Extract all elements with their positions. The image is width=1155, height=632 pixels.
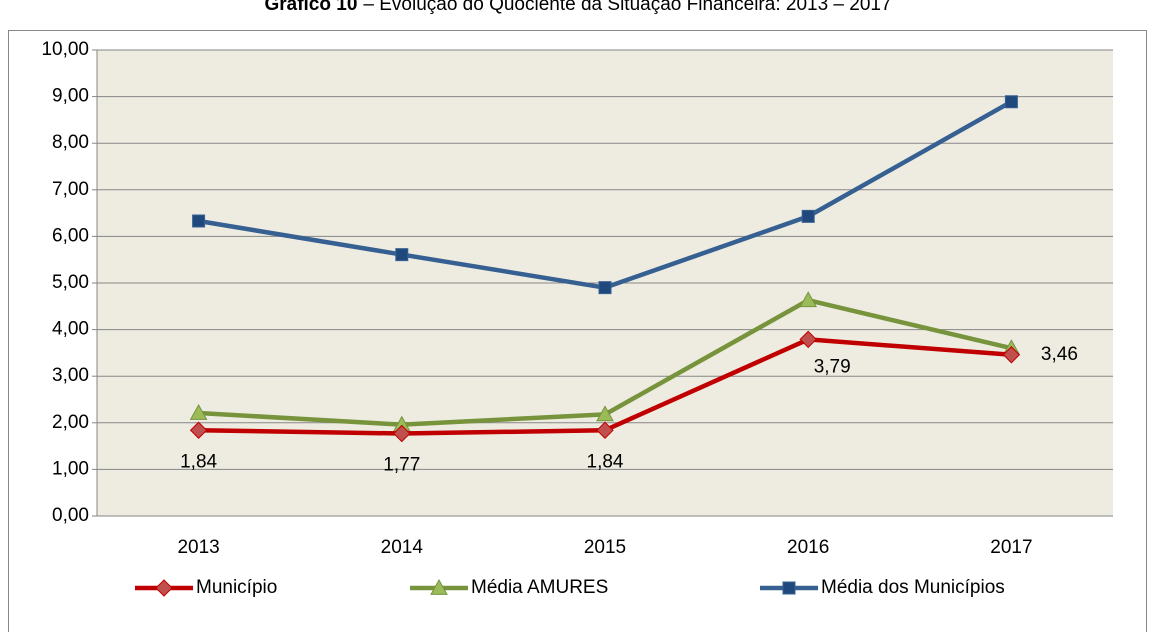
x-tick-label: 2015 bbox=[584, 537, 626, 558]
legend-marker bbox=[155, 579, 173, 597]
data-label: 3,46 bbox=[1041, 344, 1078, 365]
data-label: 3,79 bbox=[814, 356, 851, 377]
marker bbox=[192, 214, 206, 228]
marker bbox=[596, 405, 614, 422]
legend-marker bbox=[782, 581, 796, 595]
marker bbox=[189, 403, 208, 420]
marker bbox=[189, 421, 208, 439]
y-tick-label: 2,00 bbox=[52, 412, 89, 433]
x-tick-label: 2013 bbox=[177, 537, 219, 558]
y-tick-label: 8,00 bbox=[52, 132, 89, 153]
title-text: – Evolução do Quociente da Situação Fina… bbox=[363, 0, 891, 15]
y-tick-label: 4,00 bbox=[52, 319, 89, 340]
y-tick-label: 10,00 bbox=[41, 39, 89, 60]
marker bbox=[1002, 346, 1021, 364]
legend-label: Município bbox=[196, 577, 277, 598]
y-tick-label: 7,00 bbox=[52, 179, 89, 200]
x-tick-label: 2014 bbox=[381, 537, 424, 558]
y-tick-label: 3,00 bbox=[52, 365, 89, 386]
marker bbox=[799, 291, 818, 308]
legend-marker bbox=[430, 578, 448, 595]
legend-label: Média AMURES bbox=[471, 577, 608, 598]
chart-title: Gráfico 10 – Evolução do Quociente da Sit… bbox=[264, 0, 891, 15]
y-tick-label: 0,00 bbox=[52, 505, 89, 526]
data-label: 1,84 bbox=[587, 451, 624, 472]
marker bbox=[596, 421, 614, 439]
y-tick-label: 1,00 bbox=[52, 458, 89, 479]
marker bbox=[598, 281, 612, 295]
marker bbox=[801, 209, 815, 223]
x-tick-label: 2016 bbox=[787, 537, 829, 558]
marker bbox=[799, 330, 817, 349]
y-tick-label: 6,00 bbox=[52, 225, 89, 246]
legend-item: Média AMURES bbox=[410, 577, 608, 598]
x-tick-label: 2017 bbox=[990, 537, 1032, 558]
legend-item: Município bbox=[135, 577, 277, 598]
legend-item: Média dos Municípios bbox=[760, 577, 1005, 598]
title-label: Gráfico 10 bbox=[264, 0, 357, 15]
y-tick-label: 9,00 bbox=[52, 86, 89, 107]
marker bbox=[395, 248, 409, 262]
data-label: 1,84 bbox=[180, 451, 217, 472]
y-tick-label: 5,00 bbox=[52, 272, 89, 293]
legend-label: Média dos Municípios bbox=[821, 577, 1005, 598]
marker bbox=[1004, 95, 1018, 109]
data-label: 1,77 bbox=[383, 455, 420, 476]
marker bbox=[393, 424, 411, 443]
